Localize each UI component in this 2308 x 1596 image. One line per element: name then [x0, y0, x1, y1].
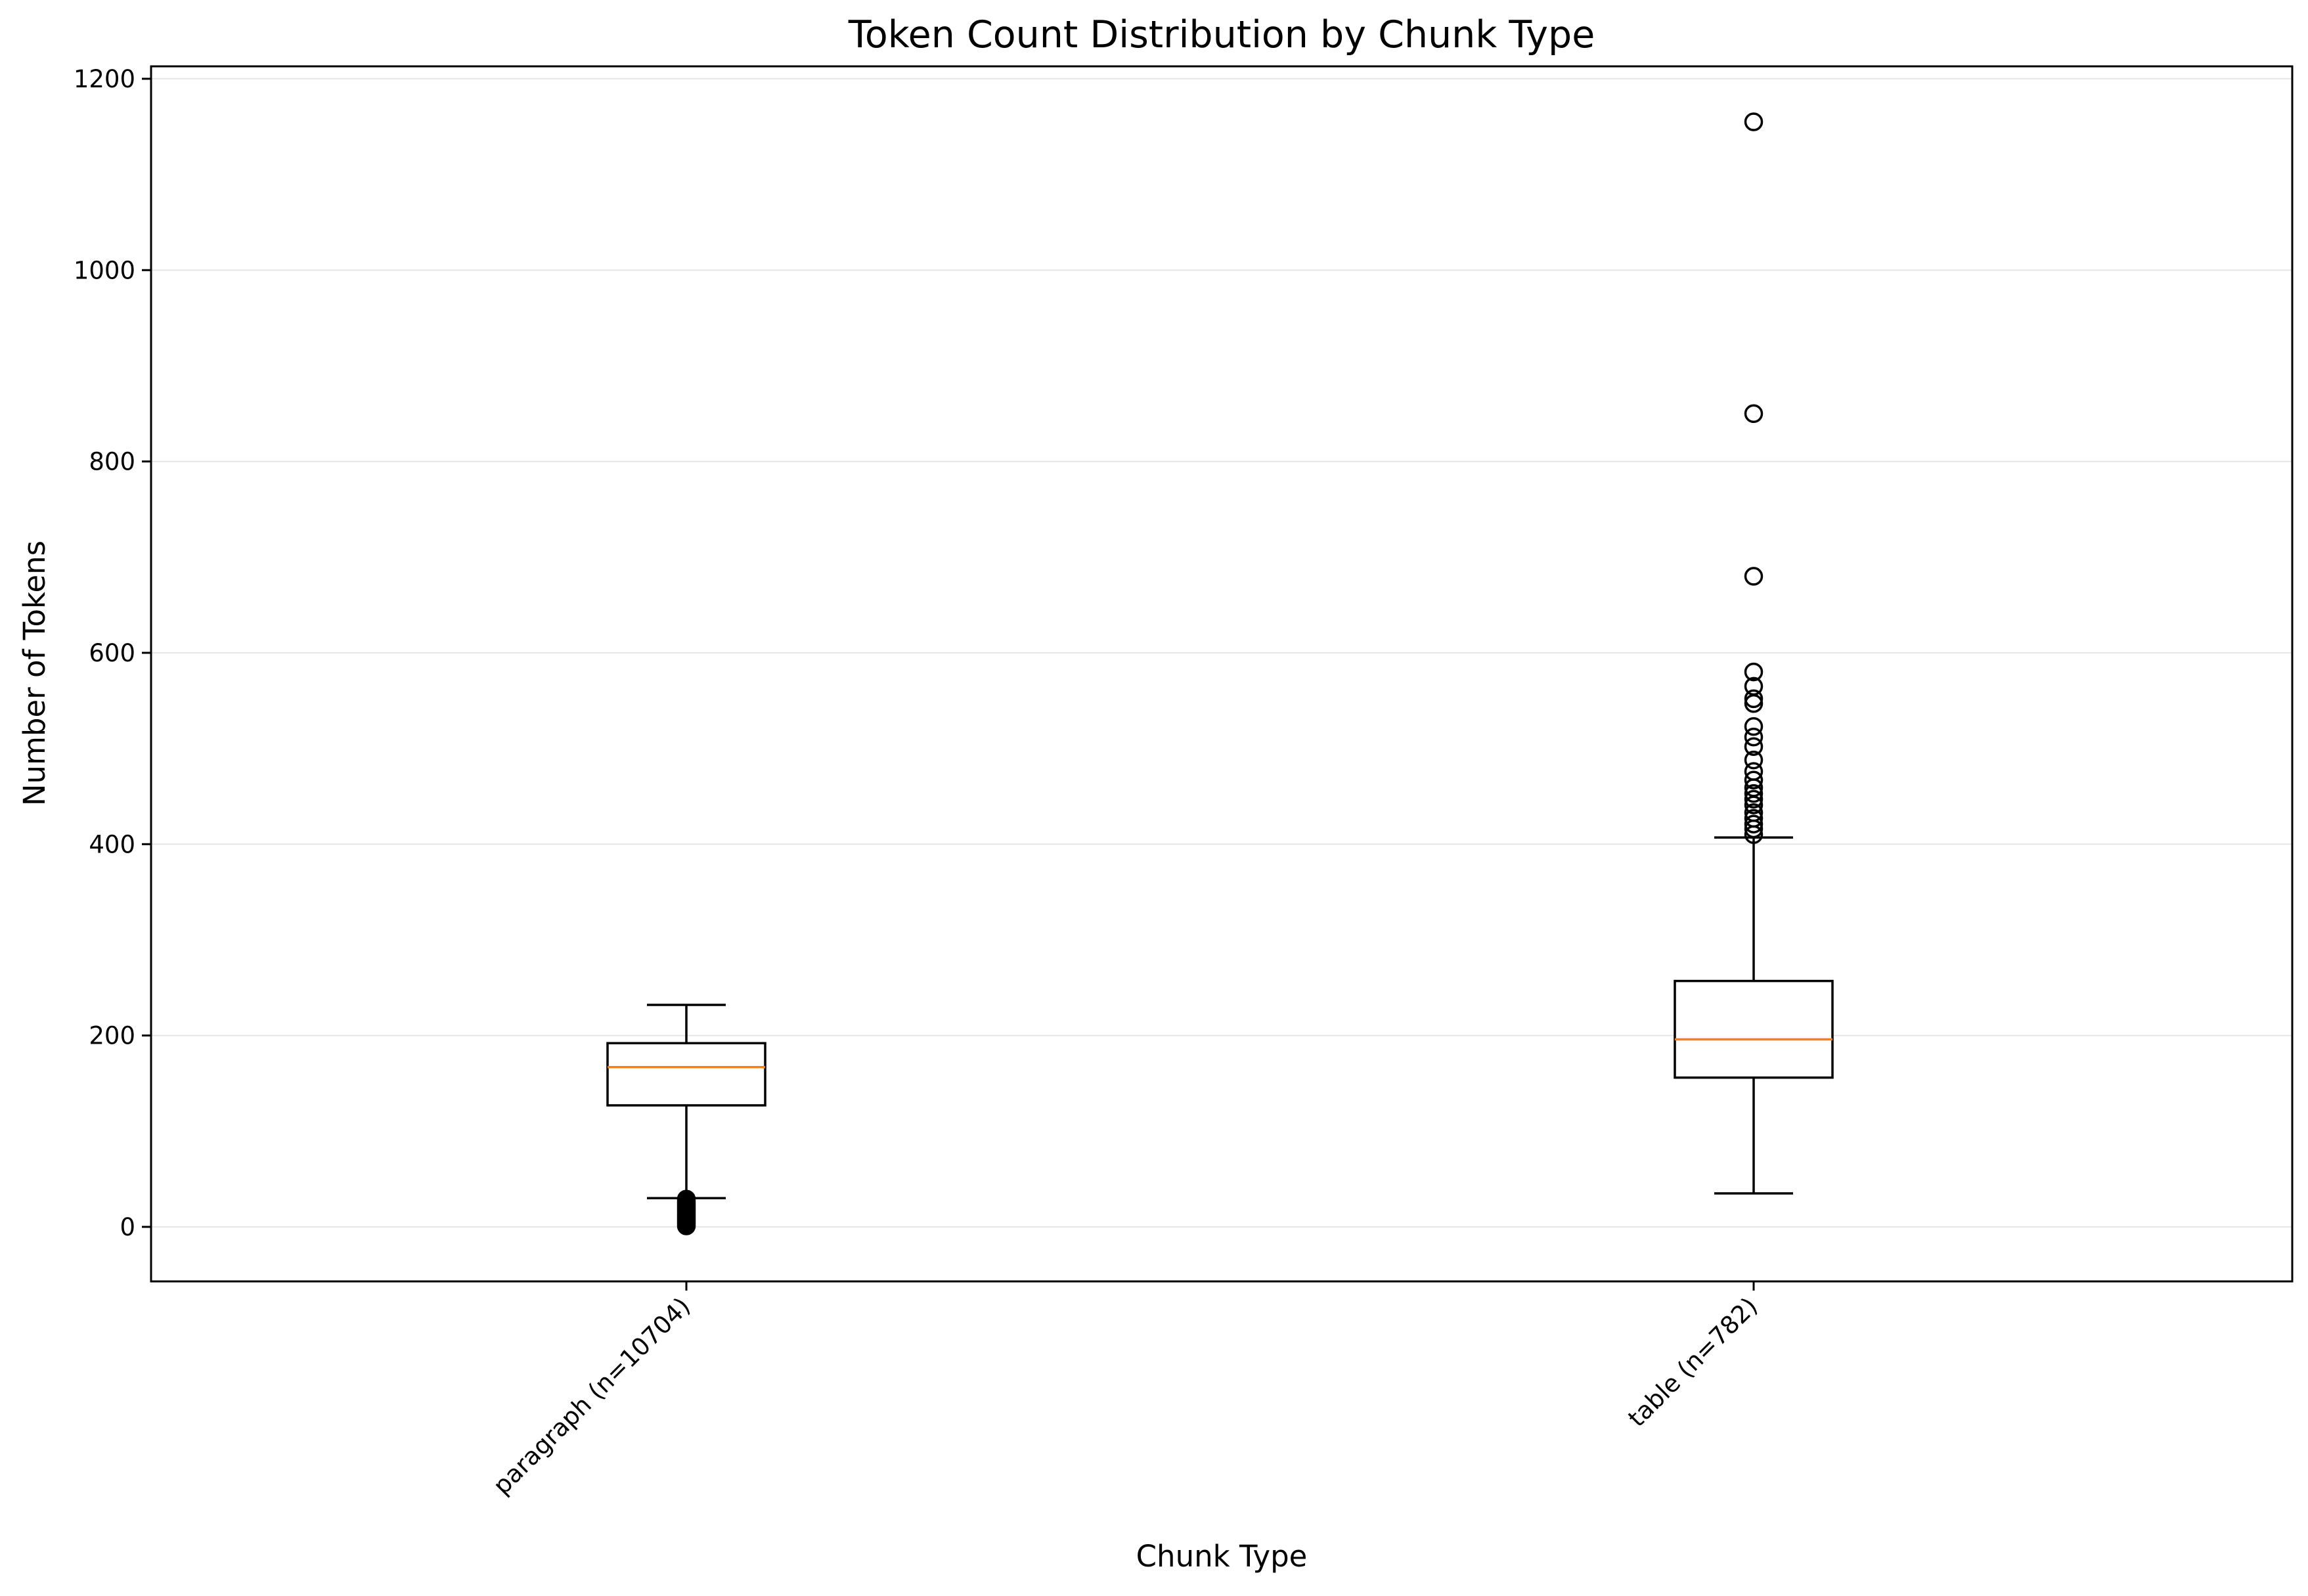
boxes — [606, 112, 1834, 1235]
outlier-point — [1744, 676, 1764, 696]
outlier-point — [1744, 112, 1764, 131]
outlier-point — [1744, 567, 1764, 586]
outlier-point — [1744, 809, 1764, 828]
outlier-point — [1744, 717, 1764, 736]
outlier-point — [1744, 689, 1764, 709]
outlier-point — [677, 1216, 696, 1235]
outlier-point — [1744, 789, 1764, 809]
chart-title: Token Count Distribution by Chunk Type — [848, 13, 1595, 56]
x-axis-label: Chunk Type — [1136, 1539, 1308, 1574]
x-tick-label: table (n=782) — [1623, 1292, 1764, 1432]
x-tick-label: paragraph (n=10704) — [487, 1292, 696, 1500]
outlier-point — [1744, 404, 1764, 424]
y-tick-label: 400 — [89, 830, 135, 858]
box-group — [1674, 112, 1834, 1195]
outlier-point — [1744, 784, 1764, 803]
outlier-point — [1744, 737, 1764, 756]
outlier-point — [1744, 662, 1764, 682]
y-tick-label: 0 — [120, 1213, 135, 1241]
outlier-point — [1744, 803, 1764, 822]
iqr-box — [1674, 979, 1834, 1079]
y-tick-label: 200 — [89, 1022, 135, 1050]
gridlines — [151, 78, 2292, 1228]
x-axis-ticks: paragraph (n=10704) table (n=782) — [487, 1281, 1763, 1500]
outlier-point — [1744, 750, 1764, 770]
outlier-point — [1744, 814, 1764, 833]
plot-frame — [150, 65, 2294, 1283]
y-axis-label: Number of Tokens — [17, 541, 52, 806]
y-axis-ticks: 0 200 400 600 800 1000 1200 — [74, 65, 151, 1241]
y-tick-label: 1200 — [74, 65, 135, 93]
box-group — [606, 1004, 766, 1235]
y-tick-label: 800 — [89, 448, 135, 476]
y-tick-label: 600 — [89, 639, 135, 667]
outlier-point — [1744, 770, 1764, 789]
outlier-point — [1744, 727, 1764, 747]
outlier-point — [1744, 762, 1764, 781]
iqr-box — [606, 1042, 766, 1107]
y-tick-label: 1000 — [74, 256, 135, 284]
